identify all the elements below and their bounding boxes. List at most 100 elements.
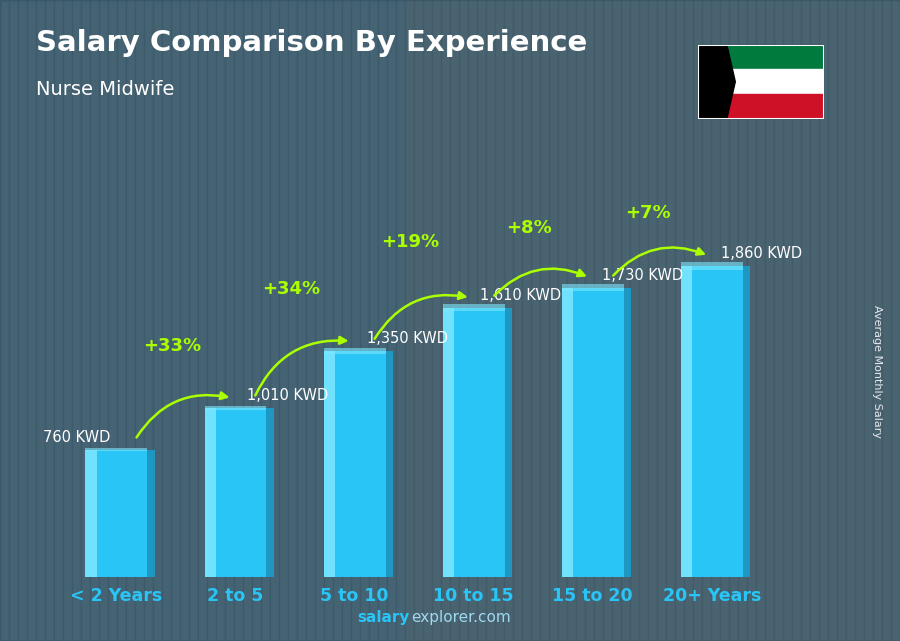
Bar	[324, 351, 335, 577]
Bar	[9, 0, 18, 641]
Bar	[639, 0, 648, 641]
Bar	[801, 0, 810, 641]
Bar	[153, 0, 162, 641]
Text: +34%: +34%	[262, 279, 320, 297]
Bar	[189, 0, 198, 641]
Bar	[837, 0, 846, 641]
Bar	[171, 0, 180, 641]
Bar	[558, 0, 567, 641]
Bar	[54, 0, 63, 641]
Bar	[126, 0, 135, 641]
Bar	[252, 0, 261, 641]
Bar	[585, 0, 594, 641]
Bar	[378, 0, 387, 641]
Bar	[288, 0, 297, 641]
Text: +8%: +8%	[506, 219, 552, 237]
Bar	[204, 408, 266, 577]
Bar	[443, 308, 454, 577]
Text: Average Monthly Salary: Average Monthly Salary	[872, 305, 883, 438]
Bar	[405, 0, 414, 641]
Bar	[624, 288, 631, 577]
Bar	[99, 0, 108, 641]
Bar	[36, 0, 45, 641]
Bar	[693, 0, 702, 641]
Text: 760 KWD: 760 KWD	[43, 430, 111, 445]
Bar	[486, 0, 495, 641]
Text: Nurse Midwife: Nurse Midwife	[36, 80, 175, 99]
Bar	[243, 0, 252, 641]
Bar	[315, 0, 324, 641]
Bar	[864, 0, 873, 641]
Bar	[443, 304, 505, 311]
Bar	[756, 0, 765, 641]
Bar	[450, 0, 459, 641]
Bar	[505, 308, 512, 577]
Bar	[396, 0, 405, 641]
Bar	[819, 0, 828, 641]
Bar	[90, 0, 99, 641]
Bar	[504, 0, 513, 641]
Bar	[729, 0, 738, 641]
Bar	[414, 0, 423, 641]
Bar	[225, 0, 234, 641]
Bar	[144, 0, 153, 641]
Text: 1,860 KWD: 1,860 KWD	[722, 246, 803, 261]
Bar	[234, 0, 243, 641]
Bar	[540, 0, 549, 641]
Bar	[747, 0, 756, 641]
Bar	[0, 0, 9, 641]
Bar	[562, 288, 573, 577]
Bar	[513, 0, 522, 641]
Bar	[621, 0, 630, 641]
Bar	[774, 0, 783, 641]
Bar	[855, 0, 864, 641]
Bar	[698, 69, 824, 94]
Bar	[495, 0, 504, 641]
Bar	[162, 0, 171, 641]
Text: 1,010 KWD: 1,010 KWD	[248, 388, 328, 403]
Bar	[684, 0, 693, 641]
Bar	[594, 0, 603, 641]
Bar	[765, 0, 774, 641]
Bar	[562, 288, 624, 577]
Bar	[27, 0, 36, 641]
Bar	[675, 0, 684, 641]
Bar	[351, 0, 360, 641]
Text: salary: salary	[357, 610, 410, 625]
Bar	[562, 284, 624, 291]
Bar	[324, 0, 333, 641]
Bar	[297, 0, 306, 641]
Bar	[576, 0, 585, 641]
Bar	[148, 450, 155, 577]
Bar	[441, 0, 450, 641]
Bar	[18, 0, 27, 641]
Text: 1,610 KWD: 1,610 KWD	[480, 288, 561, 303]
Bar	[630, 0, 639, 641]
Bar	[45, 0, 54, 641]
Bar	[81, 0, 90, 641]
Bar	[63, 0, 72, 641]
Bar	[681, 266, 742, 577]
Bar	[846, 0, 855, 641]
Bar	[792, 0, 801, 641]
Bar	[567, 0, 576, 641]
Bar	[369, 0, 378, 641]
Text: explorer.com: explorer.com	[411, 610, 511, 625]
Bar	[459, 0, 468, 641]
Bar	[180, 0, 189, 641]
Bar	[86, 450, 96, 577]
Bar	[333, 0, 342, 641]
Bar	[306, 0, 315, 641]
Text: 1,730 KWD: 1,730 KWD	[602, 267, 683, 283]
Bar	[72, 0, 81, 641]
Bar	[657, 0, 666, 641]
Bar	[117, 0, 126, 641]
Bar	[204, 408, 216, 577]
Bar	[432, 0, 441, 641]
Bar	[423, 0, 432, 641]
Text: 1,350 KWD: 1,350 KWD	[366, 331, 447, 346]
Bar	[270, 0, 279, 641]
Bar	[738, 0, 747, 641]
Bar	[681, 266, 692, 577]
Bar	[86, 450, 148, 577]
